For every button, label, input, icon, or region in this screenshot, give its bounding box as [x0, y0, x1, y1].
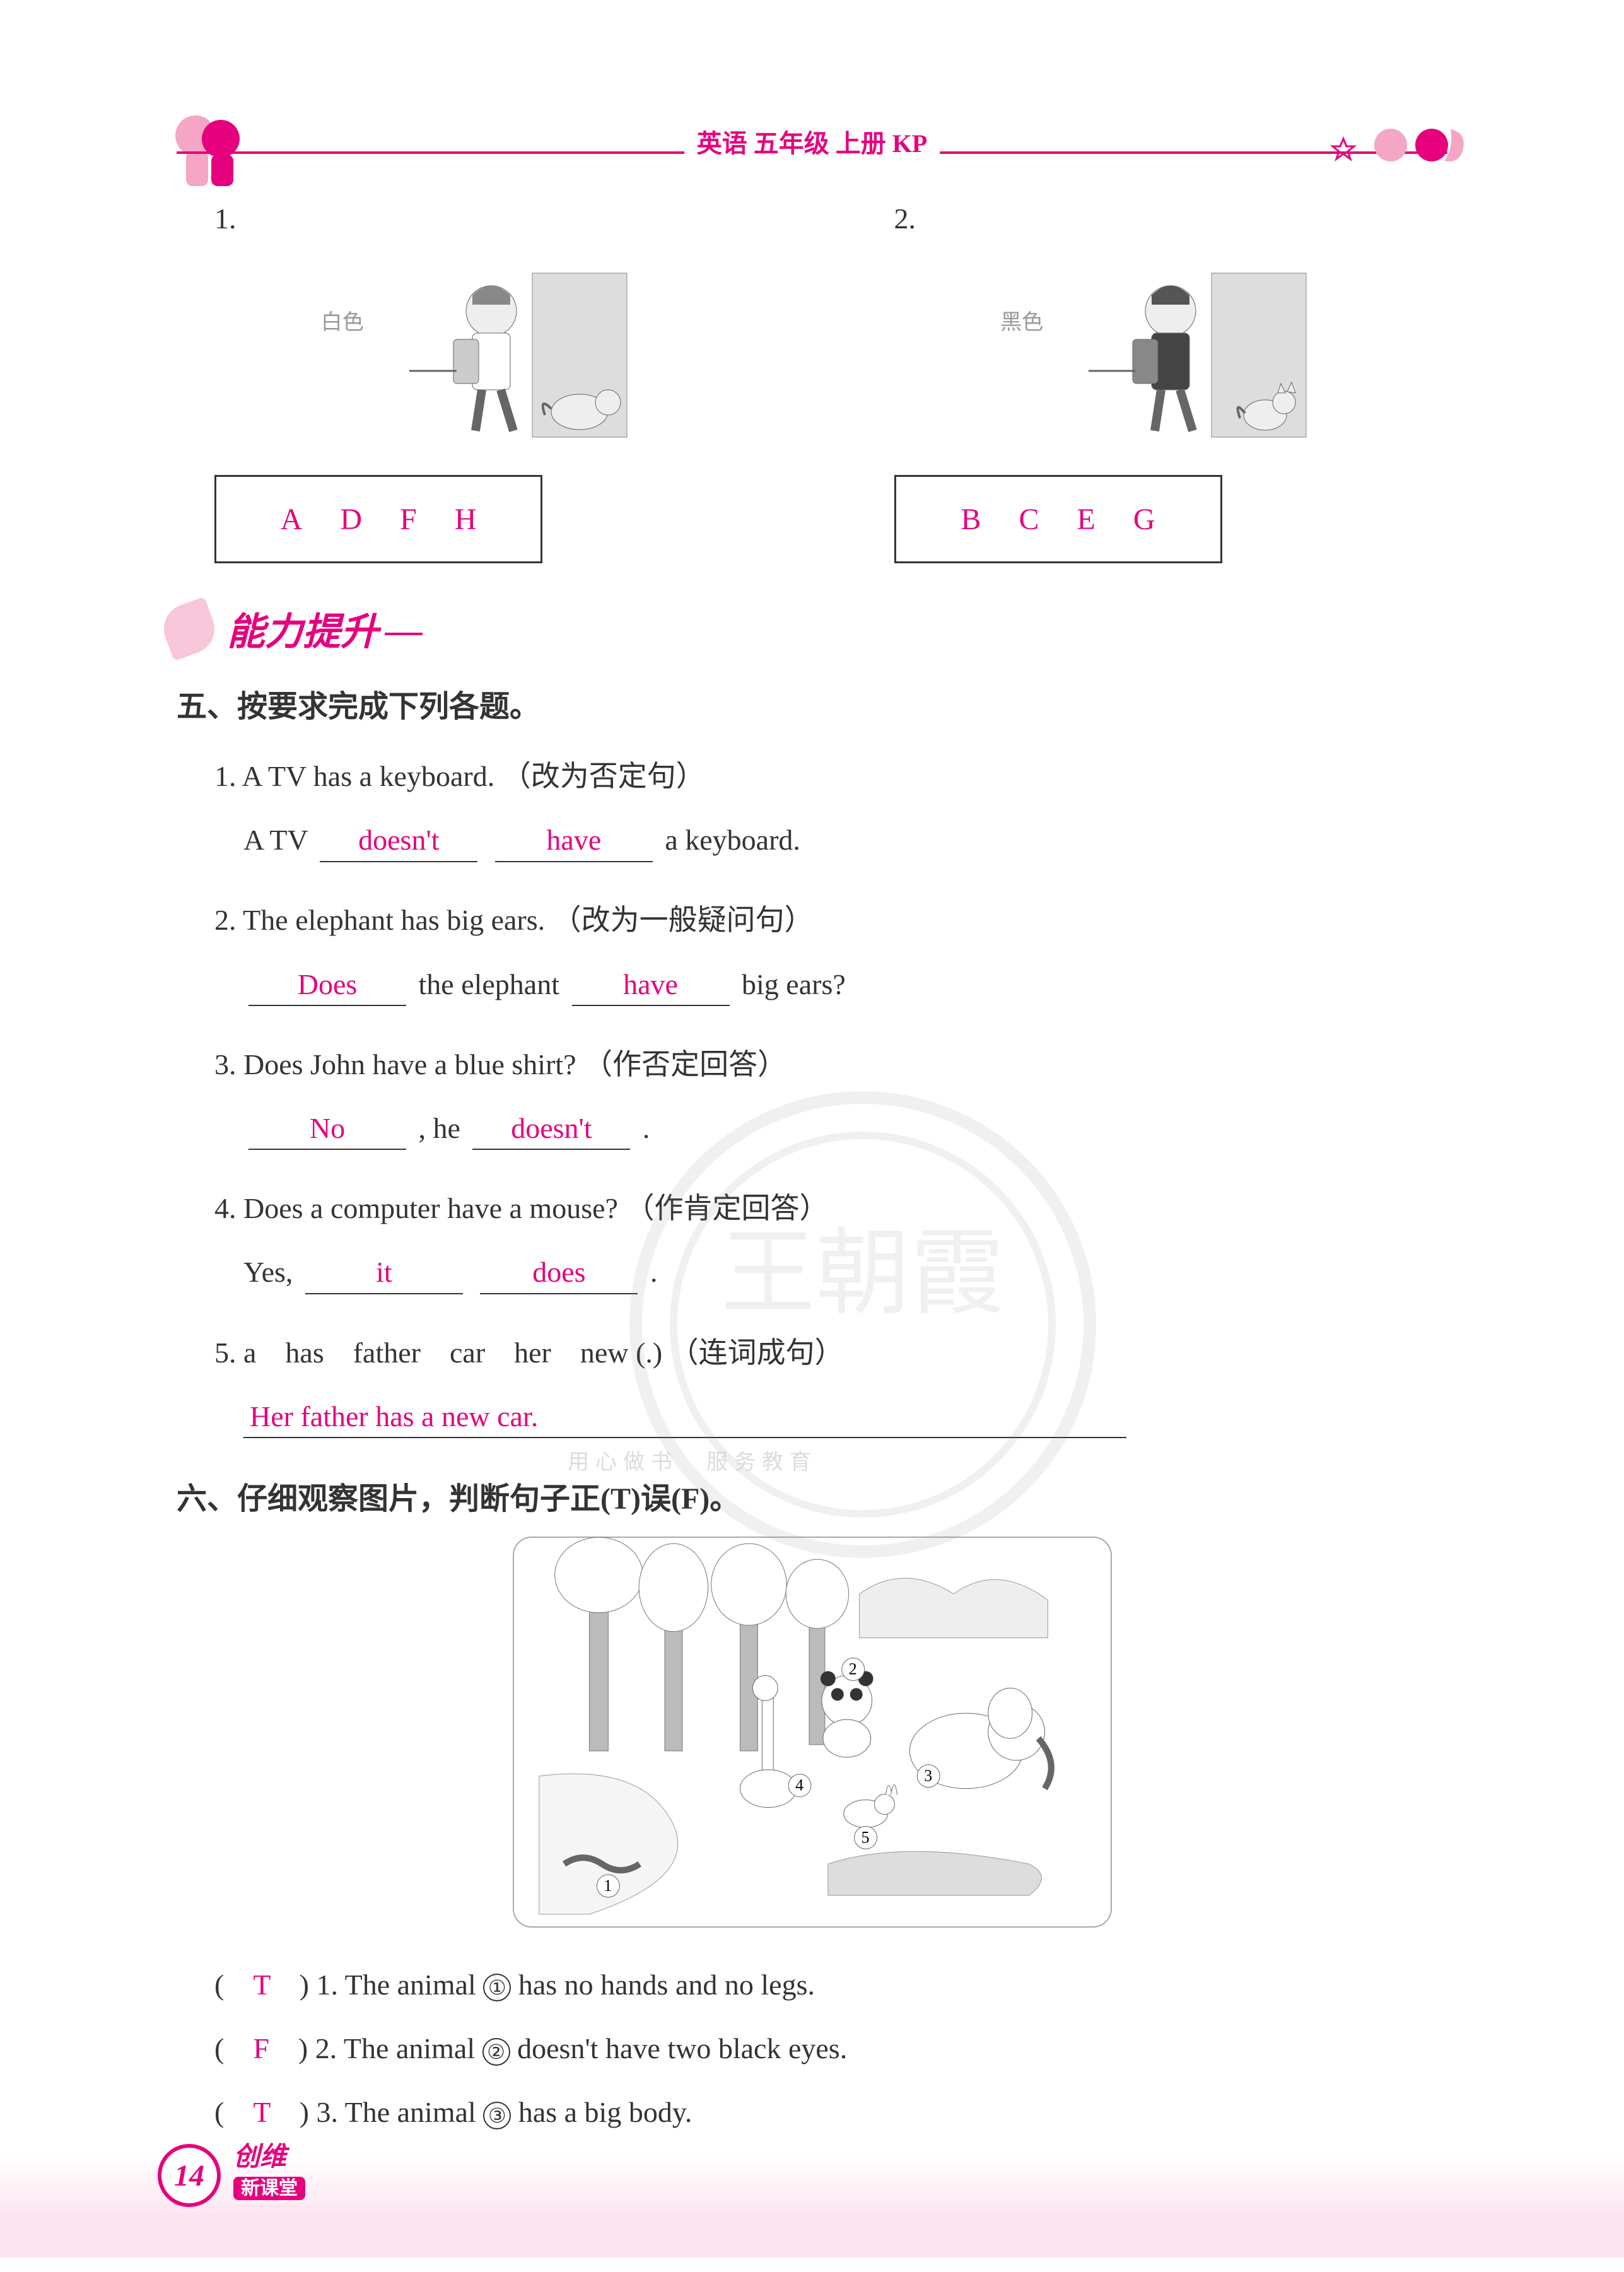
q3-post: . [643, 1112, 650, 1144]
q5-prompt: a has father car her new (.) [243, 1337, 662, 1369]
tf1-b: has no hands and no legs. [511, 1969, 815, 2001]
image-box-2: 黑色 [1007, 242, 1335, 469]
ans-1c: F [400, 502, 417, 537]
section-ability-text: 能力提升 [227, 601, 378, 656]
tf1-circ: ① [483, 1974, 511, 2001]
footer-logo-2: 新课堂 [233, 2177, 305, 2200]
header-title: 英语 五年级 上册 KP [684, 123, 940, 160]
q4-num: 4. [214, 1192, 237, 1224]
q3-prompt: Does John have a blue shirt? [243, 1048, 576, 1080]
q2-num: 2. [214, 904, 237, 936]
q1-blank1: doesn't [320, 820, 477, 862]
q2-prompt: The elephant has big ears. [243, 904, 545, 936]
header-deco-right [1328, 114, 1466, 177]
section-tail [385, 623, 423, 635]
q4-pre: Yes, [243, 1256, 293, 1288]
ex6-image: 1 2 3 4 [513, 1537, 1112, 1928]
q5-answer: Her father has a new car. [243, 1397, 1126, 1438]
ans-2b: C [1019, 502, 1039, 537]
footer-logo: 创维 新课堂 [233, 2143, 305, 2201]
image-num-1: 1. [214, 202, 768, 235]
page: 英语 五年级 上册 KP 1. 白色 [0, 0, 1624, 2257]
answer-box-1: A D F H [214, 475, 542, 563]
q4-blank2: does [480, 1252, 638, 1294]
ans-2d: G [1133, 502, 1155, 537]
q3-mid: , he [419, 1112, 460, 1144]
q1-prompt: A TV has a keyboard. [242, 760, 494, 792]
tf3-circ: ③ [483, 2102, 511, 2129]
tf1-a: The animal [345, 1969, 484, 2001]
q2-blank1: Does [248, 964, 406, 1006]
q2-mid: the elephant [419, 968, 560, 1000]
q3-blank2: doesn't [472, 1108, 630, 1150]
svg-text:3: 3 [924, 1767, 932, 1785]
ans-1a: A [281, 502, 303, 537]
q1-pre: A TV [243, 824, 308, 856]
q1-blank2: have [495, 820, 653, 862]
tf2-b: doesn't have two black eyes. [510, 2032, 848, 2064]
q3-num: 3. [214, 1048, 237, 1080]
answer-box-2: B C E G [894, 475, 1222, 563]
watermark-subtitle: 用心做书 服务教育 [568, 1444, 817, 1475]
q4-hint: （作肯定回答） [625, 1192, 828, 1224]
q4-blank1: it [305, 1252, 463, 1294]
image-label-1: 白色 [321, 305, 364, 336]
q2-post: big ears? [742, 968, 846, 1000]
q4-post: . [650, 1256, 658, 1288]
ans-1b: D [340, 502, 362, 537]
ex6-item-3: ( T ) 3. The animal ③ has a big body. [214, 2080, 1447, 2144]
tf3-b: has a big body. [511, 2096, 692, 2128]
rocket-icon [157, 596, 222, 661]
ex5-q3: 3. Does John have a blue shirt? （作否定回答） … [214, 1033, 1447, 1160]
tf2-num: 2. [315, 2032, 337, 2064]
q2-blank2: have [572, 964, 730, 1006]
ans-2a: B [961, 502, 981, 537]
ex5-q2: 2. The elephant has big ears. （改为一般疑问句） … [214, 888, 1447, 1016]
q1-post: a keyboard. [665, 824, 800, 856]
image-row: 1. 白色 [214, 202, 1447, 563]
image-placeholder-2: 黑色 [1007, 242, 1335, 469]
tf3-num: 3. [316, 2096, 338, 2128]
q2-hint: （改为一般疑问句） [552, 904, 814, 936]
tf3-mark: T [253, 2096, 270, 2128]
ans-1d: H [455, 502, 477, 537]
image-cell-1: 1. 白色 [214, 202, 768, 563]
content: 1. 白色 [177, 202, 1447, 2272]
ex5-header: 五、按要求完成下列各题。 [177, 681, 1447, 725]
ex6-item-1: ( T ) 1. The animal ① has no hands and n… [214, 1953, 1447, 2017]
section-ability: 能力提升 [164, 601, 1447, 656]
image-label-2: 黑色 [1000, 305, 1043, 336]
q5-hint: （连词成句） [670, 1337, 844, 1369]
ex5-q5: 5. a has father car her new (.) （连词成句） H… [214, 1321, 1447, 1448]
svg-text:5: 5 [861, 1828, 869, 1846]
tf2-circ: ② [482, 2038, 510, 2066]
ex5-q4: 4. Does a computer have a mouse? （作肯定回答）… [214, 1176, 1447, 1304]
tf1-mark: T [253, 1969, 270, 2001]
q5-num: 5. [214, 1337, 237, 1369]
q4-prompt: Does a computer have a mouse? [243, 1192, 618, 1224]
svg-text:2: 2 [848, 1660, 856, 1678]
tf2-mark: F [253, 2032, 269, 2064]
image-box-1: 白色 [327, 242, 655, 469]
ex6-item-2: ( F ) 2. The animal ② doesn't have two b… [214, 2017, 1447, 2080]
ans-2c: E [1077, 502, 1095, 537]
q1-hint: （改为否定句） [502, 760, 705, 792]
q3-blank1: No [248, 1108, 406, 1150]
page-number: 14 [158, 2144, 221, 2207]
ex6-header: 六、仔细观察图片，判断句子正(T)误(F)。 [177, 1473, 1447, 1518]
tf1-num: 1. [316, 1969, 338, 2001]
image-num-2: 2. [894, 202, 1448, 235]
q1-num: 1. [214, 760, 237, 792]
image-cell-2: 2. 黑色 [894, 202, 1448, 563]
image-placeholder-1: 白色 [327, 242, 655, 469]
tf2-a: The animal [344, 2032, 482, 2064]
svg-text:1: 1 [604, 1877, 612, 1895]
ex5-q1: 1. A TV has a keyboard. （改为否定句） A TV doe… [214, 744, 1447, 872]
svg-text:4: 4 [795, 1776, 803, 1794]
q3-hint: （作否定回答） [583, 1048, 786, 1080]
tf3-a: The animal [345, 2096, 484, 2128]
footer-logo-1: 创维 [233, 2143, 305, 2172]
